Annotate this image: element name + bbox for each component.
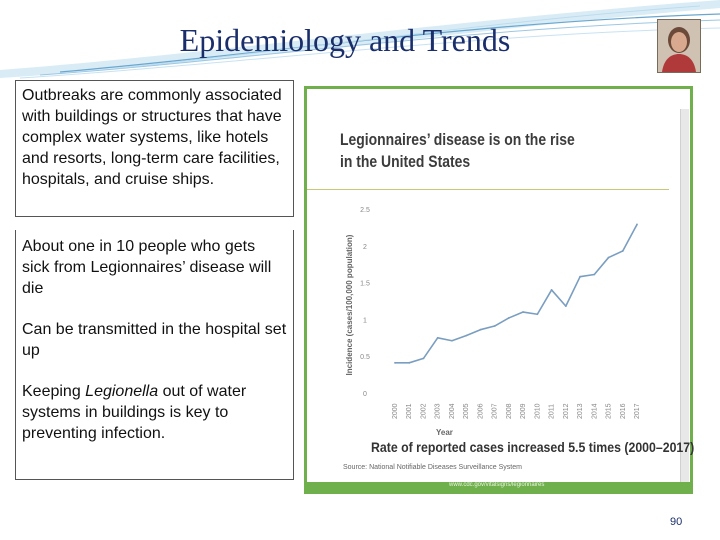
x-tick-label: 2003 (435, 403, 442, 419)
x-tick-label: 2002 (420, 403, 427, 419)
data-point (593, 273, 596, 276)
data-point (550, 289, 553, 291)
y-tick-label: 0 (363, 391, 367, 398)
y-tick-label: 1 (363, 317, 367, 324)
outbreaks-text: Outbreaks are commonly associated with b… (22, 87, 282, 188)
text-box-facts: About one in 10 people who gets sick fro… (15, 230, 294, 480)
data-point (479, 328, 482, 331)
title-divider (307, 189, 669, 190)
x-tick-label: 2000 (392, 403, 399, 419)
prevention-text-post: out of water systems in buildings is key… (22, 383, 247, 442)
chart-footnote: Rate of reported cases increased 5.5 tim… (371, 439, 695, 455)
page-number: 90 (670, 516, 683, 528)
incidence-series-line (395, 224, 638, 364)
cdc-infographic: Legionnaires’ disease is on the rise in … (304, 86, 694, 494)
x-tick-label: 2005 (463, 403, 470, 419)
x-axis-label: Year (436, 428, 453, 437)
data-point (507, 317, 510, 319)
data-point (579, 275, 581, 278)
x-tick-label: 2016 (620, 403, 627, 419)
presenter-photo (657, 19, 701, 73)
data-point (522, 311, 525, 313)
data-point (564, 305, 567, 308)
title-swoosh-decoration (0, 0, 720, 79)
data-point (636, 223, 638, 226)
y-tick-label: 0.5 (360, 354, 370, 361)
slide-title: Epidemiology and Trends (179, 22, 511, 58)
incidence-line-chart: Incidence (cases/100,000 population) 0 0.5… (345, 207, 641, 437)
data-point (536, 313, 539, 316)
data-point (493, 325, 496, 327)
chart-title: Legionnaires’ disease is on the rise in … (340, 130, 575, 171)
x-tick-label: 2007 (492, 403, 499, 419)
x-tick-label: 2012 (563, 403, 570, 419)
infographic-panel: Legionnaires’ disease is on the rise in … (307, 89, 694, 482)
data-point (451, 339, 453, 342)
legionella-italic: Legionella (85, 383, 159, 400)
data-point (621, 250, 624, 252)
chart-source: Source: National Notifiable Diseases Sur… (343, 464, 522, 471)
data-point (422, 357, 425, 360)
transmission-text: Can be transmitted in the hospital set u… (22, 321, 287, 359)
x-tick-label: 2004 (449, 403, 456, 419)
y-tick-label: 1.5 (360, 281, 370, 288)
infographic-url: www.cdc.gov/vitalsigns/legionnaires (449, 482, 545, 488)
x-tick-label: 2006 (477, 403, 484, 419)
prevention-text: Keeping Legionella out of water systems … (22, 381, 287, 444)
data-point (408, 361, 411, 364)
x-tick-label: 2001 (406, 403, 413, 419)
mortality-text: About one in 10 people who gets sick fro… (22, 238, 272, 297)
data-point (394, 361, 396, 364)
x-tick-label: 2010 (534, 403, 541, 419)
y-axis-label: Incidence (cases/100,000 population) (345, 234, 354, 375)
x-tick-label: 2014 (591, 403, 598, 419)
data-point (465, 334, 468, 337)
y-tick-label: 2.5 (360, 207, 370, 214)
x-tick-label: 2008 (506, 403, 513, 419)
x-tick-label: 2009 (520, 403, 527, 419)
x-tick-label: 2011 (549, 404, 556, 419)
x-tick-label: 2015 (606, 403, 613, 419)
data-point (607, 256, 610, 259)
pipe-decoration (680, 109, 689, 482)
text-box-outbreaks: Outbreaks are commonly associated with b… (15, 80, 294, 217)
prevention-text-pre: Keeping (22, 383, 86, 400)
y-tick-label: 2 (363, 244, 367, 251)
x-tick-label: 2013 (577, 403, 584, 419)
x-tick-label: 2017 (634, 403, 641, 419)
data-point (436, 336, 439, 339)
